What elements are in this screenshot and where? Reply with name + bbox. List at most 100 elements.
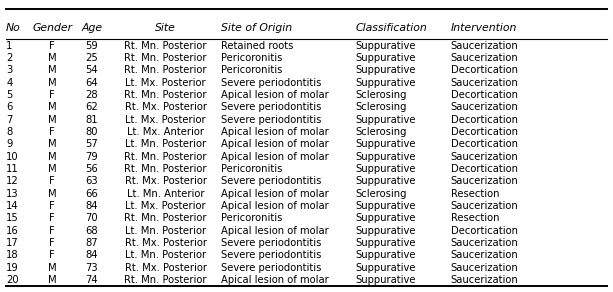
Text: Lt. Mn. Posterior: Lt. Mn. Posterior	[125, 250, 206, 260]
Text: Rt. Mn. Posterior: Rt. Mn. Posterior	[124, 213, 207, 223]
Text: Lt. Mx. Anterior: Lt. Mx. Anterior	[127, 127, 204, 137]
Text: 84: 84	[86, 201, 98, 211]
Text: Pericoronitis: Pericoronitis	[221, 53, 282, 63]
Text: F: F	[49, 201, 55, 211]
Text: Saucerization: Saucerization	[451, 41, 519, 51]
Text: Apical lesion of molar: Apical lesion of molar	[221, 275, 329, 285]
Text: Decortication: Decortication	[451, 127, 517, 137]
Text: Apical lesion of molar: Apical lesion of molar	[221, 226, 329, 236]
Text: 56: 56	[86, 164, 98, 174]
Text: Rt. Mx. Posterior: Rt. Mx. Posterior	[124, 263, 207, 273]
Text: Site: Site	[155, 23, 176, 33]
Text: Decortication: Decortication	[451, 139, 517, 149]
Text: Rt. Mn. Posterior: Rt. Mn. Posterior	[124, 90, 207, 100]
Text: No: No	[6, 23, 21, 33]
Text: M: M	[48, 53, 56, 63]
Text: M: M	[48, 102, 56, 112]
Text: Suppurative: Suppurative	[356, 263, 416, 273]
Text: F: F	[49, 238, 55, 248]
Text: 16: 16	[6, 226, 19, 236]
Text: Saucerization: Saucerization	[451, 102, 519, 112]
Text: 14: 14	[6, 201, 19, 211]
Text: F: F	[49, 250, 55, 260]
Text: Suppurative: Suppurative	[356, 65, 416, 75]
Text: Suppurative: Suppurative	[356, 41, 416, 51]
Text: 79: 79	[86, 152, 98, 161]
Text: 28: 28	[86, 90, 98, 100]
Text: Sclerosing: Sclerosing	[356, 90, 407, 100]
Text: 81: 81	[86, 115, 98, 125]
Text: Rt. Mn. Posterior: Rt. Mn. Posterior	[124, 65, 207, 75]
Text: Suppurative: Suppurative	[356, 250, 416, 260]
Text: Suppurative: Suppurative	[356, 139, 416, 149]
Text: F: F	[49, 226, 55, 236]
Text: Suppurative: Suppurative	[356, 238, 416, 248]
Text: Apical lesion of molar: Apical lesion of molar	[221, 127, 329, 137]
Text: M: M	[48, 115, 56, 125]
Text: M: M	[48, 164, 56, 174]
Text: Intervention: Intervention	[451, 23, 517, 33]
Text: Pericoronitis: Pericoronitis	[221, 164, 282, 174]
Text: 68: 68	[86, 226, 98, 236]
Text: Retained roots: Retained roots	[221, 41, 293, 51]
Text: 80: 80	[86, 127, 98, 137]
Text: 10: 10	[6, 152, 19, 161]
Text: Severe periodontitis: Severe periodontitis	[221, 263, 321, 273]
Text: Lt. Mn. Anterior: Lt. Mn. Anterior	[127, 189, 204, 199]
Text: M: M	[48, 152, 56, 161]
Text: 19: 19	[6, 263, 19, 273]
Text: Lt. Mx. Posterior: Lt. Mx. Posterior	[125, 201, 206, 211]
Text: M: M	[48, 275, 56, 285]
Text: 73: 73	[86, 263, 98, 273]
Text: Saucerization: Saucerization	[451, 53, 519, 63]
Text: Decortication: Decortication	[451, 164, 517, 174]
Text: M: M	[48, 189, 56, 199]
Text: Resection: Resection	[451, 189, 499, 199]
Text: Rt. Mx. Posterior: Rt. Mx. Posterior	[124, 176, 207, 186]
Text: Rt. Mn. Posterior: Rt. Mn. Posterior	[124, 152, 207, 161]
Text: 18: 18	[6, 250, 19, 260]
Text: 25: 25	[86, 53, 98, 63]
Text: 6: 6	[6, 102, 12, 112]
Text: Pericoronitis: Pericoronitis	[221, 213, 282, 223]
Text: Suppurative: Suppurative	[356, 226, 416, 236]
Text: Pericoronitis: Pericoronitis	[221, 65, 282, 75]
Text: 8: 8	[6, 127, 12, 137]
Text: Saucerization: Saucerization	[451, 78, 519, 88]
Text: 15: 15	[6, 213, 19, 223]
Text: Lt. Mn. Posterior: Lt. Mn. Posterior	[125, 139, 206, 149]
Text: Rt. Mn. Posterior: Rt. Mn. Posterior	[124, 41, 207, 51]
Text: F: F	[49, 176, 55, 186]
Text: 54: 54	[86, 65, 98, 75]
Text: 9: 9	[6, 139, 12, 149]
Text: Suppurative: Suppurative	[356, 275, 416, 285]
Text: F: F	[49, 213, 55, 223]
Text: Age: Age	[82, 23, 102, 33]
Text: 3: 3	[6, 65, 12, 75]
Text: Severe periodontitis: Severe periodontitis	[221, 78, 321, 88]
Text: 13: 13	[6, 189, 19, 199]
Text: Suppurative: Suppurative	[356, 176, 416, 186]
Text: Sclerosing: Sclerosing	[356, 102, 407, 112]
Text: 70: 70	[86, 213, 98, 223]
Text: Suppurative: Suppurative	[356, 201, 416, 211]
Text: Saucerization: Saucerization	[451, 250, 519, 260]
Text: M: M	[48, 65, 56, 75]
Text: M: M	[48, 78, 56, 88]
Text: Decortication: Decortication	[451, 90, 517, 100]
Text: Rt. Mn. Posterior: Rt. Mn. Posterior	[124, 53, 207, 63]
Text: 64: 64	[86, 78, 98, 88]
Text: Rt. Mn. Posterior: Rt. Mn. Posterior	[124, 275, 207, 285]
Text: Sclerosing: Sclerosing	[356, 189, 407, 199]
Text: Suppurative: Suppurative	[356, 164, 416, 174]
Text: Suppurative: Suppurative	[356, 53, 416, 63]
Text: Suppurative: Suppurative	[356, 213, 416, 223]
Text: 12: 12	[6, 176, 19, 186]
Text: Suppurative: Suppurative	[356, 78, 416, 88]
Text: Apical lesion of molar: Apical lesion of molar	[221, 201, 329, 211]
Text: Severe periodontitis: Severe periodontitis	[221, 176, 321, 186]
Text: Classification: Classification	[356, 23, 427, 33]
Text: Site of Origin: Site of Origin	[221, 23, 292, 33]
Text: Suppurative: Suppurative	[356, 152, 416, 161]
Text: Apical lesion of molar: Apical lesion of molar	[221, 189, 329, 199]
